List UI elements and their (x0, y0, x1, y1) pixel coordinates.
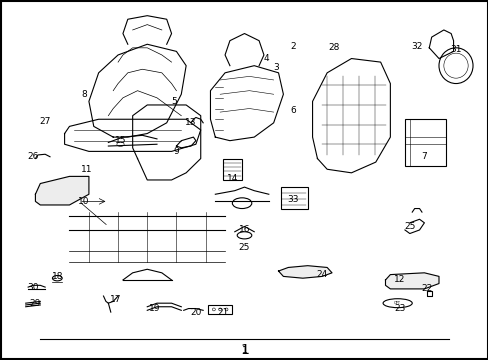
Text: 25: 25 (238, 243, 250, 252)
Polygon shape (278, 266, 331, 278)
Text: 8: 8 (81, 90, 87, 99)
Text: 2: 2 (290, 41, 295, 50)
Text: 4: 4 (263, 54, 268, 63)
Text: 15: 15 (115, 136, 126, 145)
Text: 25: 25 (403, 222, 415, 231)
Text: 23: 23 (394, 304, 405, 313)
Polygon shape (385, 273, 438, 289)
Text: 11: 11 (81, 165, 92, 174)
Text: 18: 18 (51, 272, 63, 281)
Text: 30: 30 (27, 283, 39, 292)
Text: 22: 22 (420, 284, 431, 293)
Text: 20: 20 (190, 307, 201, 316)
Text: 7: 7 (421, 152, 427, 161)
Text: 1: 1 (240, 343, 248, 357)
Text: 3: 3 (273, 63, 279, 72)
Text: 14: 14 (226, 174, 238, 183)
Text: OPT: OPT (393, 301, 400, 305)
Text: 32: 32 (410, 41, 422, 50)
Text: 33: 33 (287, 195, 298, 204)
Text: 24: 24 (316, 270, 327, 279)
Polygon shape (35, 176, 89, 205)
Text: 6: 6 (290, 106, 295, 115)
Text: 29: 29 (30, 299, 41, 308)
Text: 27: 27 (40, 117, 51, 126)
Text: 13: 13 (185, 118, 196, 127)
Text: 31: 31 (449, 45, 461, 54)
Text: 1: 1 (241, 346, 247, 355)
Text: 16: 16 (238, 225, 250, 234)
Bar (207, 305, 232, 314)
Bar (222, 158, 242, 180)
Text: 28: 28 (328, 43, 340, 52)
Bar (404, 119, 446, 166)
Text: 19: 19 (148, 304, 160, 313)
Text: 10: 10 (78, 197, 90, 206)
Text: 21: 21 (217, 307, 228, 316)
Bar (281, 187, 307, 208)
Text: 17: 17 (110, 295, 121, 304)
Text: 12: 12 (394, 275, 405, 284)
Text: 26: 26 (27, 152, 39, 161)
Text: 5: 5 (171, 97, 177, 106)
Text: 9: 9 (173, 147, 179, 156)
